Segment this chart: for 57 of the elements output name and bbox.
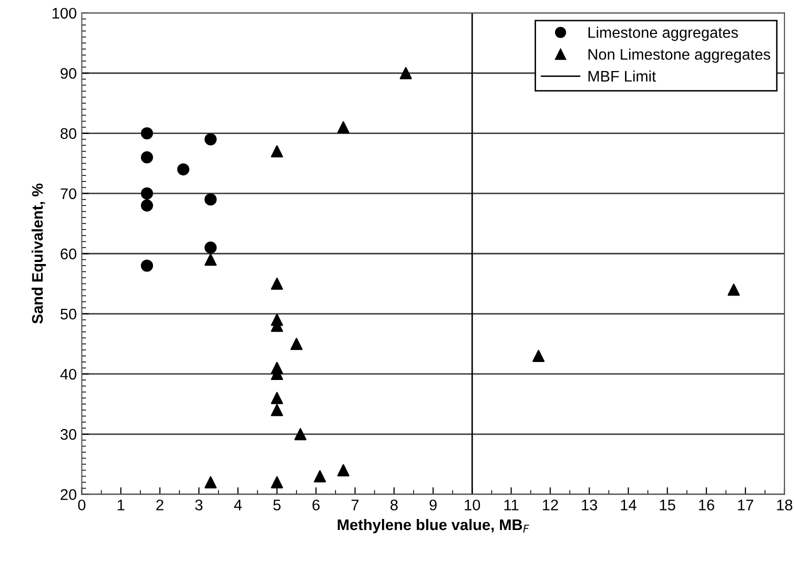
y-tick-label: 90 <box>60 68 76 79</box>
point <box>337 464 350 476</box>
x-tick-label: 8 <box>390 500 398 510</box>
x-tick-label: 11 <box>504 500 518 510</box>
y-tick-label: 30 <box>60 429 76 440</box>
point <box>400 67 412 80</box>
point <box>204 133 217 146</box>
point <box>270 278 284 290</box>
legend-label: Limestone aggregates <box>588 26 738 41</box>
x-tick-label: 3 <box>195 500 202 510</box>
y-tick-label: 50 <box>60 308 76 320</box>
y-tick-label: 20 <box>60 489 76 500</box>
legend-label: Non Limestone aggregates <box>588 48 770 63</box>
y-tick-label: 60 <box>60 248 76 260</box>
x-axis-title: Methylene blue value, MB$_{F}$ <box>338 518 530 534</box>
point <box>290 338 303 350</box>
point <box>294 428 306 440</box>
point <box>270 404 284 416</box>
x-tick-label: 5 <box>273 500 281 510</box>
point <box>140 260 154 272</box>
point <box>204 476 217 488</box>
point <box>270 392 284 404</box>
point <box>140 187 154 200</box>
x-tick-label: 10 <box>464 500 480 510</box>
point <box>177 163 190 176</box>
x-tick-label: 7 <box>352 500 359 510</box>
point <box>532 350 545 362</box>
point <box>204 254 217 266</box>
x-tick-label: 18 <box>777 500 792 510</box>
point <box>337 121 350 134</box>
x-tick-label: 16 <box>699 500 714 510</box>
x-tick-label: 1 <box>118 500 124 510</box>
y-tick-label: 40 <box>60 368 76 380</box>
x-tick-label: 9 <box>430 500 437 510</box>
point <box>140 127 154 140</box>
y-tick-label: 70 <box>60 188 76 200</box>
x-tick-label: 6 <box>312 500 320 510</box>
x-tick-label: 17 <box>738 500 754 510</box>
x-tick-label: 0 <box>78 500 86 510</box>
point <box>204 193 217 206</box>
point <box>270 145 284 158</box>
point <box>140 151 154 164</box>
point <box>204 242 217 254</box>
x-tick-label: 13 <box>582 500 598 510</box>
x-tick-label: 2 <box>156 500 164 510</box>
point <box>728 284 740 296</box>
point <box>140 199 154 212</box>
point <box>270 476 284 488</box>
y-tick-label: 100 <box>52 8 76 19</box>
x-tick-label: 4 <box>234 500 242 510</box>
legend-label: MBF Limit <box>588 70 656 82</box>
x-tick-label: 15 <box>660 500 676 510</box>
x-tick-label: 12 <box>542 500 558 510</box>
x-tick-label: 14 <box>620 500 636 510</box>
y-tick-label: 80 <box>60 128 76 139</box>
point <box>314 470 326 482</box>
y-axis-title: Sand Equivalent, % <box>32 184 46 324</box>
